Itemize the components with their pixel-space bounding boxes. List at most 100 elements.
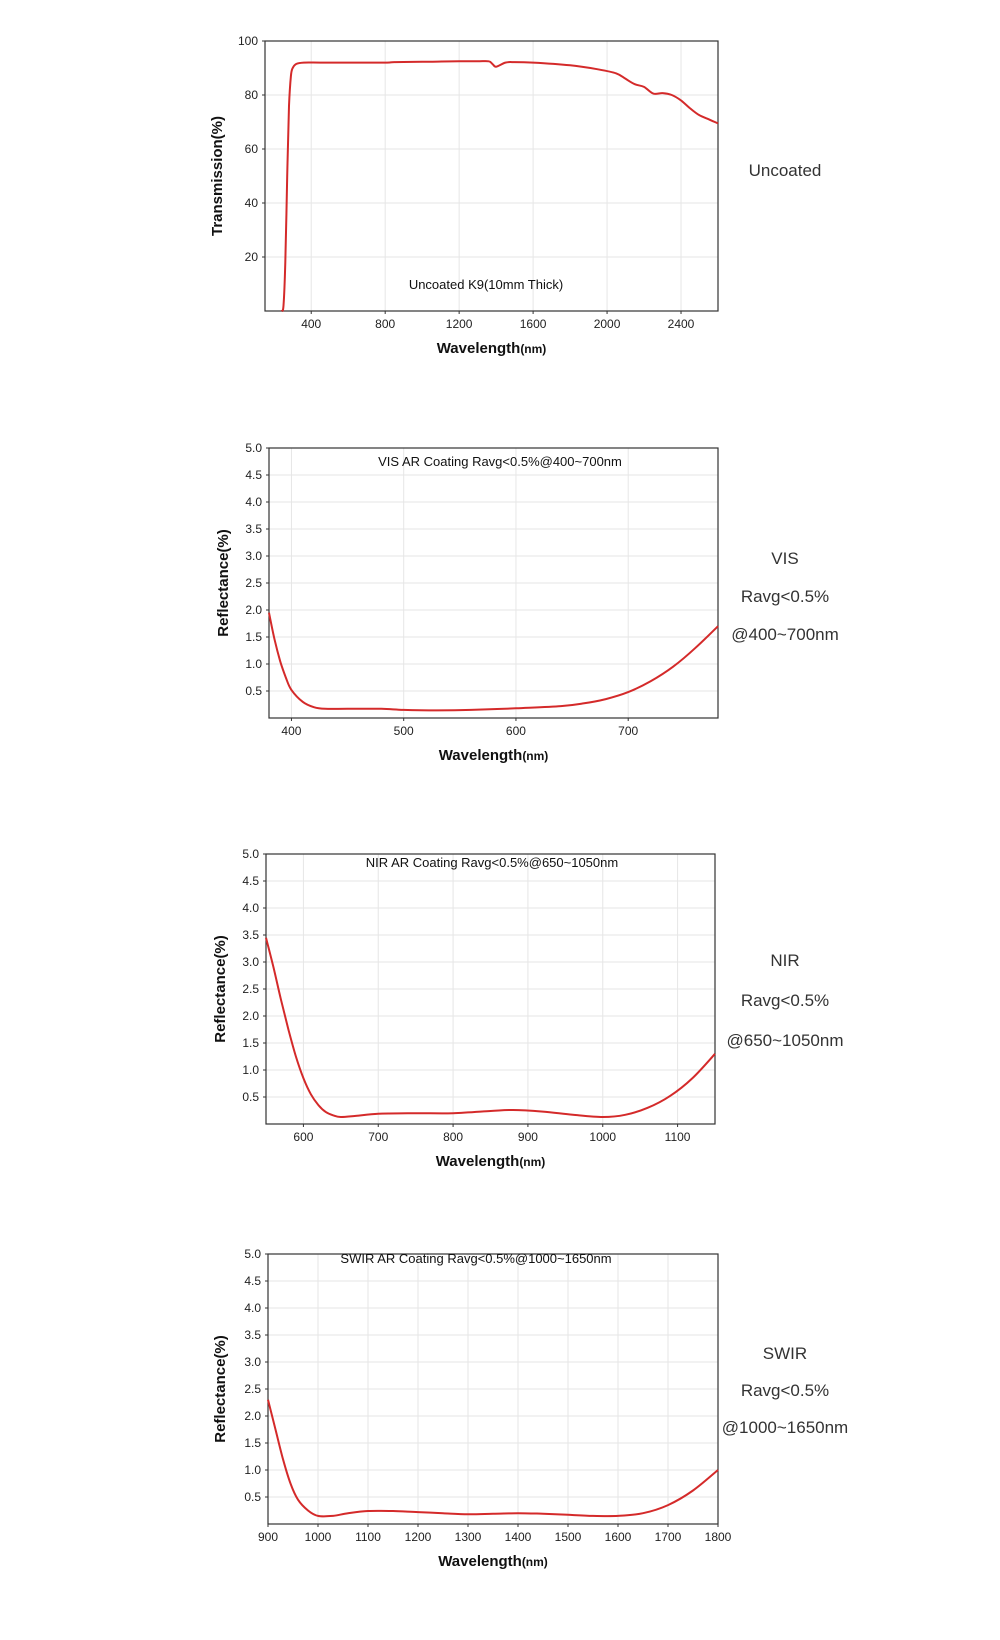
y-tick-label: 5.0 [245, 441, 262, 455]
x-tick-label: 2400 [668, 317, 695, 331]
nir-reflectance-chart: 600 700 800 900 1000 1100 0.5 1.0 1.5 2.0 2.5 3.0 3.… [212, 847, 716, 1170]
grid [266, 854, 715, 1124]
x-axis-title: Wavelength(nm) [439, 747, 549, 764]
y-tick-label: 1.5 [245, 630, 262, 644]
side-label-line: Ravg<0.5% [740, 991, 830, 1010]
series-line [267, 1399, 719, 1518]
y-tick-label: 4.5 [242, 874, 259, 888]
x-tick-label: 1200 [446, 317, 473, 331]
side-label-line: VIS [771, 549, 799, 568]
y-tick-label: 2.5 [242, 982, 259, 996]
y-axis-title: Reflectance(%) [212, 1335, 229, 1443]
chart-annotation: VIS AR Coating Ravg<0.5%@400~700nm [378, 454, 622, 469]
x-tick-label: 1300 [455, 1530, 482, 1544]
x-axis-title: Wavelength(nm) [437, 340, 547, 357]
x-axis-unit: (nm) [522, 749, 548, 763]
y-tick-label: 1.0 [244, 1463, 261, 1477]
y-tick-label: 4.5 [245, 468, 262, 482]
y-tick-label: 2.0 [245, 603, 262, 617]
x-tick-label: 700 [618, 724, 638, 738]
y-axis-title: Reflectance(%) [215, 529, 232, 637]
x-tick-label: 400 [281, 724, 301, 738]
x-axis-title: Wavelength(nm) [438, 1553, 548, 1570]
side-label-line: @400~700nm [731, 625, 839, 644]
y-tick-label: 1.5 [242, 1036, 259, 1050]
x-tick-label: 1600 [520, 317, 547, 331]
y-tick-label: 2.0 [242, 1009, 259, 1023]
side-label-line: SWIR [762, 1344, 808, 1363]
side-label-line: @1000~1650nm [721, 1418, 849, 1437]
x-tick-label: 1000 [305, 1530, 332, 1544]
y-tick-label: 2.0 [244, 1409, 261, 1423]
grid [268, 1254, 718, 1524]
y-tick-label: 1.0 [242, 1063, 259, 1077]
swir-reflectance-chart: 900 1000 1100 1200 1300 1400 1500 1600 1700 1800 0… [212, 1247, 732, 1570]
x-tick-label: 1000 [589, 1130, 616, 1144]
y-tick-label: 1.0 [245, 657, 262, 671]
chart-annotation: NIR AR Coating Ravg<0.5%@650~1050nm [366, 855, 618, 870]
grid [265, 41, 718, 311]
x-tick-label: 700 [368, 1130, 388, 1144]
y-tick-label: 2.5 [245, 576, 262, 590]
chart-annotation: Uncoated K9(10mm Thick) [409, 277, 563, 292]
x-tick-label: 1600 [605, 1530, 632, 1544]
y-tick-label: 3.5 [242, 928, 259, 942]
x-tick-label: 900 [258, 1530, 278, 1544]
y-tick-label: 3.0 [244, 1355, 261, 1369]
y-tick-label: 60 [245, 142, 259, 156]
x-tick-label: 600 [293, 1130, 313, 1144]
series-line [268, 612, 719, 712]
x-axis-unit: (nm) [520, 342, 546, 356]
y-tick-label: 0.5 [245, 684, 262, 698]
grid [269, 448, 718, 718]
x-tick-label: 1700 [655, 1530, 682, 1544]
side-label-line: NIR [770, 951, 800, 970]
x-tick-label: 1100 [665, 1130, 691, 1144]
y-tick-label: 1.5 [244, 1436, 261, 1450]
x-tick-label: 1800 [705, 1530, 732, 1544]
y-tick-label: 3.5 [244, 1328, 261, 1342]
x-tick-label: 1400 [505, 1530, 532, 1544]
y-tick-label: 3.5 [245, 522, 262, 536]
y-axis-title: Reflectance(%) [212, 935, 229, 1043]
plot-frame [264, 40, 719, 312]
y-tick-label: 4.0 [245, 495, 262, 509]
y-tick-label: 4.5 [244, 1274, 261, 1288]
y-tick-label: 3.0 [245, 549, 262, 563]
y-tick-label: 3.0 [242, 955, 259, 969]
transmission-chart: 400 800 1200 1600 2000 2400 20 40 60 80 100 Wavelen… [209, 34, 719, 357]
vis-reflectance-chart: 400 500 600 700 0.5 1.0 1.5 2.0 2.5 3.0 3.5 4.0 4.5 5… [215, 441, 719, 764]
x-tick-label: 600 [506, 724, 526, 738]
x-tick-label: 900 [518, 1130, 538, 1144]
x-tick-label: 800 [375, 317, 395, 331]
y-axis-title: Transmission(%) [209, 116, 226, 236]
x-axis-title: Wavelength(nm) [436, 1153, 546, 1170]
chart-annotation: SWIR AR Coating Ravg<0.5%@1000~1650nm [340, 1251, 611, 1266]
x-tick-label: 800 [443, 1130, 463, 1144]
side-label-line: @650~1050nm [726, 1031, 844, 1050]
y-tick-label: 40 [245, 196, 259, 210]
y-tick-label: 4.0 [242, 901, 259, 915]
y-tick-label: 5.0 [244, 1247, 261, 1261]
y-tick-label: 5.0 [242, 847, 259, 861]
y-tick-label: 0.5 [242, 1090, 259, 1104]
y-tick-label: 0.5 [244, 1490, 261, 1504]
x-tick-label: 1100 [355, 1530, 381, 1544]
y-tick-label: 20 [245, 250, 259, 264]
x-tick-label: 1500 [555, 1530, 582, 1544]
x-axis-unit: (nm) [519, 1155, 545, 1169]
x-tick-label: 1200 [405, 1530, 432, 1544]
y-tick-label: 4.0 [244, 1301, 261, 1315]
series-line [280, 60, 719, 313]
x-tick-label: 500 [394, 724, 414, 738]
side-label-line: Uncoated [748, 161, 822, 180]
y-tick-label: 100 [238, 34, 258, 48]
series-line [265, 937, 716, 1119]
side-label-line: Ravg<0.5% [740, 1381, 830, 1400]
x-axis-unit: (nm) [522, 1555, 548, 1569]
y-tick-label: 2.5 [244, 1382, 261, 1396]
side-label-line: Ravg<0.5% [740, 587, 830, 606]
x-tick-label: 2000 [594, 317, 621, 331]
y-tick-label: 80 [245, 88, 259, 102]
x-tick-label: 400 [301, 317, 321, 331]
